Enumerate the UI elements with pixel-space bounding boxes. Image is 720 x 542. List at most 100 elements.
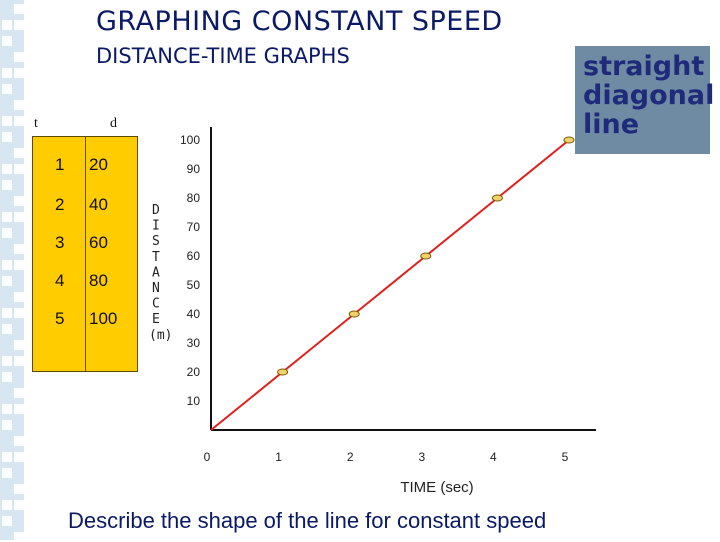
sidebar-square	[14, 20, 24, 30]
sidebar-square	[14, 116, 24, 126]
sidebar-square	[14, 68, 24, 78]
sidebar-square	[2, 228, 12, 238]
y-axis-label-letter: I	[152, 219, 160, 234]
y-tick-label: 10	[187, 394, 201, 408]
sidebar-square	[2, 308, 12, 318]
sidebar-square	[14, 292, 24, 302]
sidebar-square	[14, 484, 24, 494]
table-body: 1 20 2 40 3 60 4 80 5 100	[32, 136, 138, 372]
sidebar-square	[2, 132, 12, 142]
table-cell-t: 2	[55, 195, 65, 214]
y-axis-label-letter: E	[152, 312, 160, 327]
sidebar-square	[2, 84, 12, 94]
sidebar-square	[2, 356, 12, 366]
sidebar-square	[14, 532, 24, 542]
page-subtitle: DISTANCE-TIME GRAPHS	[96, 44, 350, 68]
question-text: Describe the shape of the line for const…	[68, 508, 547, 533]
sidebar-square	[2, 324, 12, 334]
callout-line-1: straight	[583, 51, 705, 82]
x-tick-label: 5	[562, 450, 569, 464]
sidebar-square	[2, 116, 12, 126]
sidebar-square	[2, 468, 12, 478]
sidebar-square	[14, 436, 24, 446]
data-point	[420, 252, 432, 260]
sidebar-square	[14, 356, 24, 366]
sidebar-square	[14, 100, 24, 110]
sidebar-square	[2, 276, 12, 286]
x-tick-label: 4	[490, 450, 497, 464]
sidebar-square	[14, 308, 24, 318]
data-point	[563, 136, 575, 144]
y-axis-label-letter: A	[152, 265, 160, 280]
y-tick-label: 50	[187, 278, 201, 292]
table-divider	[85, 137, 86, 371]
sidebar-square	[2, 260, 12, 270]
callout-box: straight diagonal line	[575, 46, 715, 154]
table-cell-t: 1	[55, 155, 65, 174]
sidebar-square	[14, 148, 24, 158]
sidebar-square	[2, 164, 12, 174]
table-cell-d: 100	[89, 309, 118, 328]
x-tick-label: 3	[418, 450, 425, 464]
data-line	[210, 139, 570, 431]
table-cell-t: 4	[55, 271, 65, 290]
y-tick-label: 30	[187, 336, 201, 350]
data-point	[491, 194, 503, 202]
table-cell-d: 20	[89, 155, 108, 174]
y-tick-label: 100	[180, 133, 200, 147]
sidebar-square	[2, 420, 12, 430]
sidebar-square	[2, 516, 12, 526]
y-tick-label: 90	[187, 162, 201, 176]
x-tick-label: 1	[275, 450, 282, 464]
y-tick-label: 60	[187, 249, 201, 263]
sidebar-square	[2, 372, 12, 382]
table-cell-d: 60	[89, 233, 108, 252]
sidebar-square	[14, 196, 24, 206]
y-axis-label-letter: S	[152, 234, 160, 249]
sidebar-square	[14, 260, 24, 270]
x-tick-label: 2	[347, 450, 354, 464]
y-axis-label-letter: (m)	[149, 328, 172, 343]
y-tick-label: 80	[187, 191, 201, 205]
sidebar-square	[14, 52, 24, 62]
y-axis-label-letter: D	[152, 203, 160, 218]
sidebar-square	[14, 404, 24, 414]
sidebar-square	[2, 68, 12, 78]
sidebar-square	[14, 244, 24, 254]
sidebar-square	[2, 180, 12, 190]
callout-line-3: line	[583, 109, 640, 140]
sidebar-square	[14, 388, 24, 398]
sidebar-square	[14, 452, 24, 462]
sidebar-square	[2, 404, 12, 414]
sidebar-square	[14, 340, 24, 350]
sidebar-square	[14, 500, 24, 510]
sidebar-square	[14, 212, 24, 222]
sidebar-square	[14, 4, 24, 14]
table-header-t: t	[34, 116, 38, 131]
y-tick-label: 40	[187, 307, 201, 321]
x-axis-label: TIME (sec)	[400, 479, 473, 496]
table-cell-t: 3	[55, 233, 65, 252]
sidebar-square	[14, 164, 24, 174]
page-title: GRAPHING CONSTANT SPEED	[96, 6, 503, 37]
sidebar-square	[2, 36, 12, 46]
table-cell-d: 80	[89, 271, 108, 290]
y-tick-label: 70	[187, 220, 201, 234]
y-tick-label: 20	[187, 365, 201, 379]
callout-line-2: diagonal	[583, 80, 715, 111]
sidebar-square	[2, 20, 12, 30]
table-cell-t: 5	[55, 309, 65, 328]
data-point	[277, 368, 289, 376]
y-axis-label-letter: T	[152, 250, 160, 265]
sidebar-square	[2, 212, 12, 222]
y-axis-label-letter: N	[152, 281, 160, 296]
x-tick-label: 0	[204, 450, 211, 464]
table-cell-d: 40	[89, 195, 108, 214]
table-header-d: d	[110, 116, 117, 131]
sidebar-square	[2, 452, 12, 462]
data-point	[348, 310, 360, 318]
sidebar-square	[2, 500, 12, 510]
decorative-sidebar	[0, 0, 24, 542]
